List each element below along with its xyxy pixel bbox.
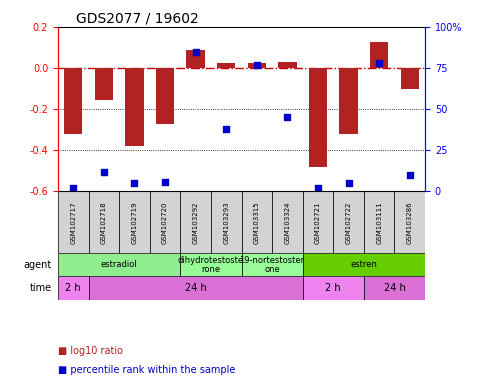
Bar [278, 62, 297, 68]
Point [375, 60, 383, 66]
Text: 2 h: 2 h [65, 283, 81, 293]
FancyBboxPatch shape [211, 192, 242, 253]
FancyBboxPatch shape [395, 192, 425, 253]
FancyBboxPatch shape [119, 192, 150, 253]
Text: GSM103292: GSM103292 [193, 201, 199, 243]
FancyBboxPatch shape [333, 192, 364, 253]
FancyBboxPatch shape [364, 276, 425, 300]
Text: estradiol: estradiol [101, 260, 138, 269]
Bar [309, 68, 327, 167]
Point [284, 114, 291, 121]
Text: GSM103111: GSM103111 [376, 201, 382, 244]
Bar [400, 68, 419, 89]
Text: GSM102722: GSM102722 [345, 201, 352, 243]
FancyBboxPatch shape [150, 192, 180, 253]
Text: agent: agent [24, 260, 52, 270]
Text: dihydrotestoste
rone: dihydrotestoste rone [178, 256, 244, 274]
FancyBboxPatch shape [242, 253, 303, 276]
Bar [370, 42, 388, 68]
Text: GSM102720: GSM102720 [162, 201, 168, 243]
Point [222, 126, 230, 132]
FancyBboxPatch shape [364, 192, 395, 253]
Point [406, 172, 413, 178]
FancyBboxPatch shape [88, 192, 119, 253]
Text: estren: estren [351, 260, 377, 269]
Text: GSM103324: GSM103324 [284, 201, 290, 243]
Text: GDS2077 / 19602: GDS2077 / 19602 [76, 12, 199, 26]
Text: GSM103286: GSM103286 [407, 201, 413, 244]
Text: GSM103315: GSM103315 [254, 201, 260, 244]
Point [345, 180, 353, 186]
FancyBboxPatch shape [58, 276, 88, 300]
Text: 24 h: 24 h [185, 283, 207, 293]
FancyBboxPatch shape [242, 192, 272, 253]
Bar [248, 63, 266, 68]
Point [70, 185, 77, 191]
Bar [156, 68, 174, 124]
FancyBboxPatch shape [88, 276, 303, 300]
Bar [64, 68, 83, 134]
Text: GSM102719: GSM102719 [131, 201, 138, 244]
FancyBboxPatch shape [272, 192, 303, 253]
Bar [217, 63, 235, 68]
Bar [125, 68, 143, 146]
FancyBboxPatch shape [303, 192, 333, 253]
FancyBboxPatch shape [58, 253, 180, 276]
Point [253, 62, 261, 68]
Text: 24 h: 24 h [384, 283, 405, 293]
Point [100, 169, 108, 175]
Bar [186, 50, 205, 68]
Text: GSM102718: GSM102718 [101, 201, 107, 244]
Point [161, 179, 169, 185]
FancyBboxPatch shape [303, 276, 364, 300]
Text: GSM103293: GSM103293 [223, 201, 229, 244]
Text: time: time [30, 283, 52, 293]
Point [314, 185, 322, 191]
FancyBboxPatch shape [303, 253, 425, 276]
Bar [95, 68, 113, 100]
Text: ■ log10 ratio: ■ log10 ratio [58, 346, 123, 356]
Point [192, 48, 199, 55]
Text: 2 h: 2 h [326, 283, 341, 293]
Point [130, 180, 138, 186]
Text: GSM102717: GSM102717 [70, 201, 76, 244]
Text: GSM102721: GSM102721 [315, 201, 321, 243]
Text: ■ percentile rank within the sample: ■ percentile rank within the sample [58, 365, 235, 375]
FancyBboxPatch shape [180, 253, 242, 276]
FancyBboxPatch shape [180, 192, 211, 253]
FancyBboxPatch shape [58, 192, 88, 253]
Text: 19-nortestoster
one: 19-nortestoster one [240, 256, 305, 274]
Bar [340, 68, 358, 134]
